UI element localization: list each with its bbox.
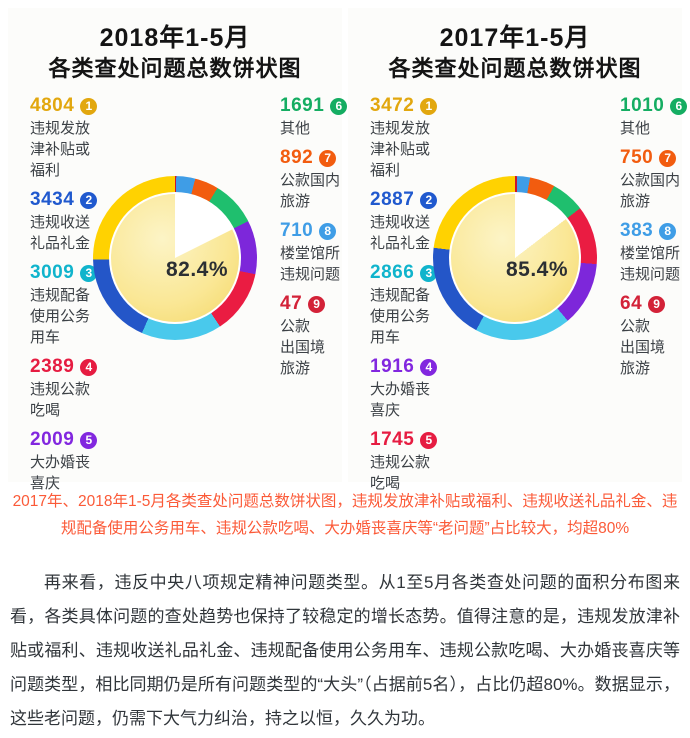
figure-caption: 2017年、2018年1-5月各类查处问题总数饼状图，违规发放津补贴或福利、违规… bbox=[12, 493, 678, 537]
donut-chart-2017: 85.4% bbox=[433, 176, 597, 340]
legend-item-rank4: 1916 4 大办婚丧 喜庆 bbox=[370, 357, 462, 421]
center-percentage: 82.4% bbox=[165, 258, 229, 281]
article-paragraph: 再来看，违反中央八项规定精神问题类型。从1至5月各类查处问题的面积分布图来看，各… bbox=[10, 573, 680, 728]
legend-label: 违规收送 礼品礼金 bbox=[370, 214, 431, 252]
legend-value: 892 bbox=[280, 147, 314, 168]
chart-title-line2: 各类查处问题总数饼状图 bbox=[388, 56, 642, 81]
legend-value: 750 bbox=[620, 147, 654, 168]
pie-charts-section: 2018年1-5月 各类查处问题总数饼状图 4804 1 违规发放 津补贴或 福… bbox=[8, 8, 688, 492]
legend-label: 违规发放 津补贴或 福利 bbox=[370, 120, 431, 179]
legend-item-rank7: 892 7 公款国内 旅游 bbox=[280, 148, 372, 212]
legend-item-rank3: 3009 3 违规配备 使用公务 用车 bbox=[30, 263, 122, 348]
legend-label: 违规发放 津补贴或 福利 bbox=[30, 120, 91, 179]
legend-label: 公款 出国境 旅游 bbox=[620, 318, 666, 377]
legend-item-rank5: 1745 5 违规公款 吃喝 bbox=[370, 430, 462, 494]
legend-item-rank8: 383 8 楼堂馆所 违规问题 bbox=[620, 221, 690, 285]
rank-badge-icon: 4 bbox=[80, 358, 98, 376]
legend-item-rank8: 710 8 楼堂馆所 违规问题 bbox=[280, 221, 372, 285]
pie-panel-2017: 2017年1-5月 各类查处问题总数饼状图 3472 1 违规发放 津补贴或 福… bbox=[348, 8, 688, 492]
rank-badge-icon: 7 bbox=[659, 149, 677, 167]
legend-label: 违规公款 吃喝 bbox=[370, 454, 431, 492]
legend-item-rank4: 2389 4 违规公款 吃喝 bbox=[30, 357, 122, 421]
legend-item-rank1: 3472 1 违规发放 津补贴或 福利 bbox=[370, 96, 462, 181]
rank-badge-icon: 2 bbox=[80, 191, 98, 209]
legend-value: 2009 bbox=[30, 429, 75, 450]
legend-right-column: 1010 6 其他 750 7 公款国内 旅游 383 8 楼堂馆所 违规问题 bbox=[620, 96, 690, 388]
legend-value: 3434 bbox=[30, 189, 75, 210]
legend-value: 47 bbox=[280, 293, 303, 314]
legend-item-rank9: 64 9 公款 出国境 旅游 bbox=[620, 294, 690, 379]
pie-panel-2018: 2018年1-5月 各类查处问题总数饼状图 4804 1 违规发放 津补贴或 福… bbox=[8, 8, 348, 492]
legend-value: 1691 bbox=[280, 95, 325, 116]
legend-item-rank6: 1010 6 其他 bbox=[620, 96, 690, 139]
legend-value: 1916 bbox=[370, 356, 415, 377]
legend-label: 违规收送 礼品礼金 bbox=[30, 214, 91, 252]
legend-value: 64 bbox=[620, 293, 643, 314]
legend-label: 违规配备 使用公务 用车 bbox=[30, 287, 91, 346]
legend-left-column: 3472 1 违规发放 津补贴或 福利 2887 2 违规收送 礼品礼金 286… bbox=[370, 96, 462, 503]
legend-left-column: 4804 1 违规发放 津补贴或 福利 3434 2 违规收送 礼品礼金 300… bbox=[30, 96, 122, 503]
rank-badge-icon: 4 bbox=[420, 358, 438, 376]
legend-item-rank2: 2887 2 违规收送 礼品礼金 bbox=[370, 190, 462, 254]
inner-pie bbox=[111, 194, 239, 322]
legend-item-rank9: 47 9 公款 出国境 旅游 bbox=[280, 294, 372, 379]
rank-badge-icon: 5 bbox=[420, 431, 438, 449]
chart-title-2017: 2017年1-5月 各类查处问题总数饼状图 bbox=[348, 8, 682, 84]
legend-item-rank3: 2866 3 违规配备 使用公务 用车 bbox=[370, 263, 462, 348]
legend-label: 其他 bbox=[620, 120, 651, 137]
rank-badge-icon: 2 bbox=[420, 191, 438, 209]
rank-badge-icon: 9 bbox=[308, 295, 326, 313]
legend-value: 1745 bbox=[370, 429, 415, 450]
legend-value: 2887 bbox=[370, 189, 415, 210]
legend-item-rank2: 3434 2 违规收送 礼品礼金 bbox=[30, 190, 122, 254]
inner-pie bbox=[451, 194, 579, 322]
center-percentage: 85.4% bbox=[505, 258, 569, 281]
rank-badge-icon: 6 bbox=[670, 97, 688, 115]
legend-item-rank7: 750 7 公款国内 旅游 bbox=[620, 148, 690, 212]
legend-label: 违规公款 吃喝 bbox=[30, 381, 91, 419]
legend-value: 383 bbox=[620, 220, 654, 241]
legend-label: 楼堂馆所 违规问题 bbox=[620, 245, 681, 283]
legend-value: 2866 bbox=[370, 262, 415, 283]
donut-chart-2018: 82.4% bbox=[93, 176, 257, 340]
legend-right-column: 1691 6 其他 892 7 公款国内 旅游 710 8 楼堂馆所 违规问题 bbox=[280, 96, 372, 388]
legend-label: 违规配备 使用公务 用车 bbox=[370, 287, 431, 346]
legend-label: 公款国内 旅游 bbox=[280, 172, 341, 210]
legend-label: 公款国内 旅游 bbox=[620, 172, 681, 210]
legend-value: 3472 bbox=[370, 95, 415, 116]
legend-value: 710 bbox=[280, 220, 314, 241]
chart-title-2018: 2018年1-5月 各类查处问题总数饼状图 bbox=[8, 8, 342, 84]
rank-badge-icon: 1 bbox=[420, 97, 438, 115]
legend-label: 楼堂馆所 违规问题 bbox=[280, 245, 341, 283]
rank-badge-icon: 9 bbox=[648, 295, 666, 313]
legend-label: 公款 出国境 旅游 bbox=[280, 318, 326, 377]
rank-badge-icon: 5 bbox=[80, 431, 98, 449]
chart-title-line1: 2017年1-5月 bbox=[439, 24, 591, 52]
legend-item-rank6: 1691 6 其他 bbox=[280, 96, 372, 139]
legend-value: 4804 bbox=[30, 95, 75, 116]
legend-value: 3009 bbox=[30, 262, 75, 283]
legend-value: 2389 bbox=[30, 356, 75, 377]
chart-title-line1: 2018年1-5月 bbox=[99, 24, 251, 52]
legend-label: 大办婚丧 喜庆 bbox=[30, 454, 91, 492]
legend-label: 其他 bbox=[280, 120, 311, 137]
rank-badge-icon: 8 bbox=[319, 222, 337, 240]
legend-value: 1010 bbox=[620, 95, 665, 116]
chart-title-line2: 各类查处问题总数饼状图 bbox=[48, 56, 302, 81]
rank-badge-icon: 7 bbox=[319, 149, 337, 167]
rank-badge-icon: 1 bbox=[80, 97, 98, 115]
rank-badge-icon: 8 bbox=[659, 222, 677, 240]
legend-label: 大办婚丧 喜庆 bbox=[370, 381, 431, 419]
legend-item-rank1: 4804 1 违规发放 津补贴或 福利 bbox=[30, 96, 122, 181]
legend-item-rank5: 2009 5 大办婚丧 喜庆 bbox=[30, 430, 122, 494]
rank-badge-icon: 6 bbox=[330, 97, 348, 115]
